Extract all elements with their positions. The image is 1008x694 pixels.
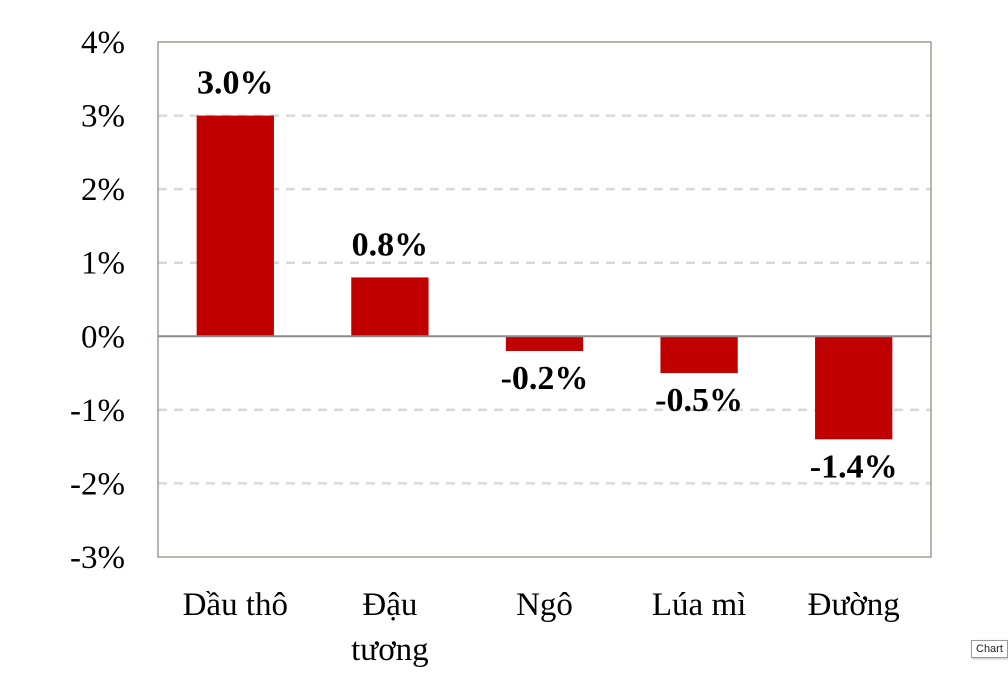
category-label: Ngô: [516, 587, 573, 623]
y-axis-tick-labels: 4% 3% 2% 1% 0% -1% -2% -3%: [70, 25, 125, 576]
y-tick-label: 1%: [81, 246, 125, 282]
y-tick-label: 0%: [81, 319, 125, 355]
data-label: -1.4%: [810, 448, 898, 485]
x-axis-category-labels: Dầu thô Đậu tương Ngô Lúa mì Đường: [183, 587, 900, 668]
y-tick-label: -2%: [70, 466, 125, 502]
bar: [351, 277, 429, 337]
category-label: Dầu thô: [183, 587, 288, 623]
plot-area-border: [157, 41, 932, 558]
data-label: 3.0%: [197, 65, 274, 102]
y-tick-label: 3%: [81, 99, 125, 135]
category-label: Đường: [808, 587, 900, 623]
bars: [196, 115, 893, 440]
y-tick-label: -3%: [70, 540, 125, 576]
bar: [505, 336, 584, 351]
bar: [815, 336, 893, 440]
y-tick-label: 2%: [81, 172, 125, 208]
data-labels: 3.0% 0.8% -0.2% -0.5% -1.4%: [197, 65, 898, 486]
category-label: Lúa mì: [652, 587, 746, 623]
category-label: tương: [351, 632, 429, 668]
category-label: Đậu: [362, 587, 417, 623]
y-tick-label: -1%: [70, 393, 125, 429]
data-label: -0.5%: [655, 382, 743, 419]
gridlines: [158, 114, 931, 485]
chart-tooltip: Chart: [971, 640, 1008, 658]
bar: [196, 115, 274, 337]
data-label: 0.8%: [352, 226, 429, 263]
data-label: -0.2%: [501, 360, 589, 397]
y-tick-label: 4%: [81, 25, 125, 61]
bar: [660, 336, 738, 374]
